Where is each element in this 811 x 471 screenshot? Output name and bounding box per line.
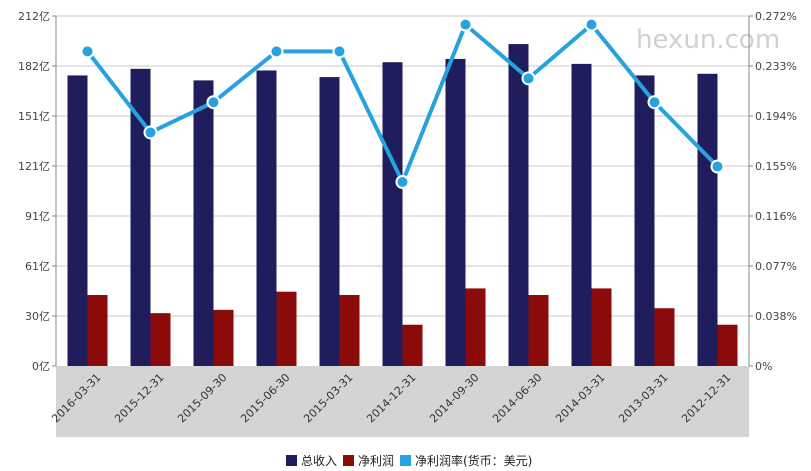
x-axis-band — [56, 366, 749, 437]
left-tick-label: 121亿 — [18, 160, 50, 173]
right-tick-label: 0.272% — [755, 10, 797, 23]
margin-point[interactable] — [647, 95, 662, 110]
legend[interactable]: 总收入 净利润 净利润率(货币：美元) — [286, 453, 532, 468]
bar-revenue[interactable] — [319, 77, 340, 367]
right-tick-label: 0.038% — [755, 310, 797, 323]
bar-revenue[interactable] — [130, 68, 151, 366]
bar-revenue[interactable] — [634, 75, 655, 366]
margin-point[interactable] — [80, 44, 95, 59]
margin-point[interactable] — [395, 174, 410, 189]
bar-revenue[interactable] — [256, 70, 277, 366]
bar-revenue[interactable] — [382, 62, 403, 367]
left-tick-label: 151亿 — [18, 110, 50, 123]
legend-item[interactable]: 总收入 — [286, 454, 337, 468]
left-axis: 0亿 30亿 61亿 91亿 121亿 151亿 182亿 212亿 — [18, 10, 57, 373]
bar-profit[interactable] — [717, 324, 738, 366]
margin-point[interactable] — [269, 44, 284, 59]
right-tick-label: 0% — [755, 360, 772, 373]
margin-point[interactable] — [710, 159, 725, 174]
bar-profit[interactable] — [339, 295, 360, 366]
bar-profit[interactable] — [591, 288, 612, 366]
bar-revenue[interactable] — [571, 63, 592, 367]
margin-point[interactable] — [143, 125, 158, 140]
left-tick-label: 212亿 — [18, 10, 50, 23]
left-tick-label: 0亿 — [32, 360, 50, 373]
bar-profit[interactable] — [465, 288, 486, 366]
bars — [67, 44, 738, 367]
bar-profit[interactable] — [150, 313, 171, 366]
bar-revenue[interactable] — [67, 75, 88, 366]
bar-revenue[interactable] — [193, 80, 214, 367]
margin-point[interactable] — [584, 17, 599, 32]
legend-label: 净利润率(货币：美元) — [415, 453, 532, 468]
margin-point[interactable] — [521, 71, 536, 86]
bar-revenue[interactable] — [445, 58, 466, 366]
left-tick-label: 30亿 — [25, 310, 50, 323]
bar-profit[interactable] — [654, 308, 675, 366]
bar-profit[interactable] — [87, 295, 108, 366]
bar-profit[interactable] — [528, 295, 549, 366]
legend-swatch — [400, 455, 411, 466]
left-tick-label: 182亿 — [18, 60, 50, 73]
legend-label: 净利润 — [358, 454, 394, 468]
legend-label: 总收入 — [301, 454, 337, 468]
watermark: hexun.com — [636, 25, 780, 55]
right-tick-label: 0.116% — [755, 210, 797, 223]
bar-profit[interactable] — [213, 309, 234, 366]
legend-swatch — [286, 455, 297, 466]
right-tick-label: 0.155% — [755, 160, 797, 173]
margin-point[interactable] — [206, 95, 221, 110]
margin-line — [80, 17, 725, 189]
right-tick-label: 0.233% — [755, 60, 797, 73]
bar-revenue[interactable] — [697, 73, 718, 366]
right-tick-label: 0.194% — [755, 110, 797, 123]
right-axis: 0% 0.038% 0.077% 0.116% 0.155% 0.194% 0.233% 0.… — [748, 10, 797, 373]
margin-point[interactable] — [458, 17, 473, 32]
legend-item[interactable]: 净利润 — [343, 454, 394, 468]
left-tick-label: 61亿 — [25, 260, 50, 273]
legend-swatch — [343, 455, 354, 466]
bar-profit[interactable] — [276, 291, 297, 366]
bar-profit[interactable] — [402, 324, 423, 366]
legend-item[interactable]: 净利润率(货币：美元) — [400, 453, 532, 468]
right-tick-label: 0.077% — [755, 260, 797, 273]
left-tick-label: 91亿 — [25, 210, 50, 223]
bar-revenue[interactable] — [508, 44, 529, 366]
margin-point[interactable] — [332, 44, 347, 59]
